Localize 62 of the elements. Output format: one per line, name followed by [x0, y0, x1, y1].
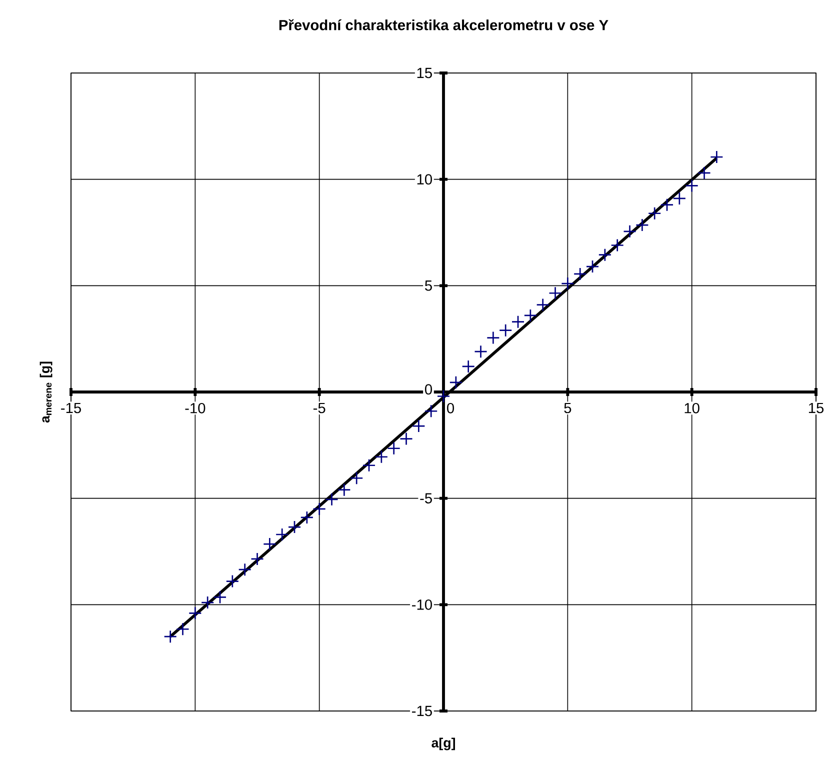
point [573, 267, 587, 281]
point [338, 483, 351, 496]
point [387, 442, 401, 456]
point [350, 471, 364, 485]
y-tick-label: 15 [417, 68, 432, 78]
point [436, 390, 450, 403]
point [213, 590, 227, 604]
point [610, 238, 624, 252]
x-tick-label: 0 [447, 402, 454, 414]
point [238, 562, 252, 576]
point [710, 150, 724, 164]
point [449, 376, 463, 390]
point [263, 537, 276, 551]
x-axis-title: a[g] [432, 738, 455, 750]
point [250, 552, 264, 566]
point [586, 260, 600, 274]
y-tick-label: 0 [424, 384, 432, 395]
point [188, 606, 202, 620]
x-tick-label: -5 [313, 402, 326, 414]
point [548, 286, 562, 300]
point [400, 432, 413, 446]
point [424, 404, 438, 418]
point [300, 510, 314, 524]
point [660, 198, 674, 212]
point [312, 502, 326, 516]
point [698, 166, 711, 180]
point [325, 492, 338, 506]
point [462, 360, 476, 374]
point [648, 206, 662, 220]
x-tick-label: -15 [61, 402, 81, 414]
x-tick-label: 10 [684, 402, 700, 414]
y-axis-title: a$_{merene}$ [g] [40, 362, 52, 423]
y-tick-label: -10 [412, 599, 432, 610]
point [672, 192, 686, 206]
x-tick-label: 15 [808, 402, 824, 414]
point [561, 276, 574, 290]
point [486, 331, 500, 344]
y-tick-label: -15 [412, 706, 432, 716]
point [374, 450, 388, 464]
point [226, 574, 240, 588]
point [685, 179, 699, 192]
y-tick-label: 5 [425, 280, 432, 291]
point [362, 458, 376, 472]
y-tick-label: 10 [417, 174, 432, 185]
x-tick-label: 5 [564, 402, 572, 414]
point [275, 528, 289, 542]
point [524, 308, 538, 322]
point [474, 344, 488, 358]
point [598, 248, 612, 262]
x-tick-label: -10 [185, 402, 206, 414]
point [536, 298, 550, 312]
point [164, 630, 178, 644]
point [200, 596, 214, 610]
y-tick-label: -5 [420, 493, 432, 504]
point [498, 324, 512, 337]
chart-title: Převodní charakteristika akcelerometru v ose Y [279, 19, 608, 30]
point [511, 315, 525, 328]
point [623, 224, 636, 238]
point [288, 520, 302, 534]
point [636, 218, 649, 232]
point [412, 419, 426, 433]
point [176, 622, 190, 636]
